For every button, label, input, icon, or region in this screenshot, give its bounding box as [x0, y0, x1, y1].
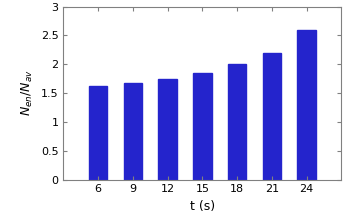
- Bar: [263, 53, 281, 180]
- Bar: [89, 86, 107, 180]
- Bar: [158, 79, 177, 180]
- Y-axis label: $N_{en}/N_{av}$: $N_{en}/N_{av}$: [20, 70, 35, 117]
- Bar: [297, 30, 316, 180]
- Bar: [193, 73, 212, 180]
- Bar: [228, 64, 246, 180]
- X-axis label: t (s): t (s): [190, 200, 215, 213]
- Bar: [124, 83, 142, 180]
